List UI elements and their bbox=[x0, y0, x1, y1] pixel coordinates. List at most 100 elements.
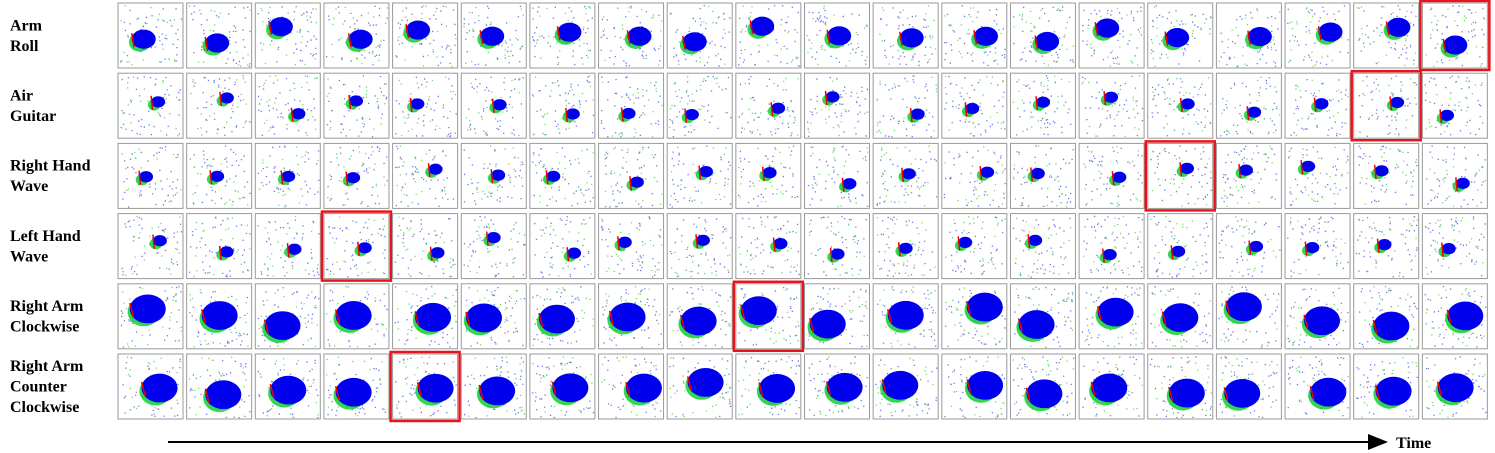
motion-blob bbox=[335, 301, 372, 330]
event-frame bbox=[666, 72, 733, 139]
motion-edge bbox=[1094, 21, 1099, 37]
event-frame bbox=[117, 2, 184, 69]
noise-dots bbox=[468, 356, 525, 417]
motion-edge bbox=[490, 169, 494, 184]
motion-edge bbox=[758, 382, 764, 397]
motion-blob bbox=[1455, 177, 1470, 189]
event-frame bbox=[735, 2, 802, 69]
motion-blob bbox=[430, 247, 445, 259]
frame-bg bbox=[804, 2, 870, 69]
noise-dots bbox=[464, 356, 525, 419]
motion-edge bbox=[887, 309, 893, 324]
motion-edge bbox=[416, 382, 422, 397]
event-frame bbox=[117, 283, 184, 350]
motion-blob bbox=[219, 246, 234, 258]
motion-edge bbox=[1168, 386, 1174, 402]
event-frame bbox=[1284, 142, 1351, 209]
motion-edge bbox=[1090, 381, 1096, 397]
event-frame bbox=[1147, 213, 1214, 280]
event-frame bbox=[1284, 72, 1351, 139]
frame-bg bbox=[254, 72, 321, 139]
motion-blob bbox=[825, 91, 840, 103]
motion-blob bbox=[417, 373, 454, 403]
motion-edge bbox=[1111, 171, 1115, 186]
motion-edge bbox=[617, 236, 620, 251]
event-frame bbox=[186, 213, 253, 280]
motion-blob bbox=[901, 168, 916, 180]
motion-edge bbox=[1440, 242, 1444, 257]
motion-blob bbox=[966, 292, 1003, 322]
motion-edge bbox=[824, 90, 828, 105]
frame-bg bbox=[117, 72, 184, 139]
frame-bg bbox=[1078, 72, 1145, 139]
noise-dots bbox=[738, 145, 799, 207]
motion-edge bbox=[1170, 245, 1174, 260]
time-label: Time bbox=[1396, 435, 1431, 452]
frame-bg bbox=[804, 72, 870, 139]
motion-blob bbox=[557, 22, 582, 42]
event-frame bbox=[254, 353, 321, 420]
event-frame bbox=[941, 213, 1008, 280]
motion-blob bbox=[1305, 241, 1320, 254]
motion-blob bbox=[759, 374, 796, 403]
event-frame bbox=[186, 353, 253, 420]
event-frame bbox=[1215, 353, 1282, 420]
motion-blob bbox=[205, 33, 230, 53]
frame-bg bbox=[254, 2, 321, 69]
noise-dots bbox=[532, 356, 593, 414]
noise-dots bbox=[1358, 75, 1418, 137]
frame-bg bbox=[666, 72, 733, 139]
event-frame bbox=[598, 283, 665, 350]
event-frame bbox=[186, 2, 253, 69]
highlight-box bbox=[320, 210, 393, 282]
motion-edge bbox=[966, 379, 972, 394]
motion-blob bbox=[466, 303, 503, 333]
frame-bg bbox=[529, 72, 596, 139]
motion-blob bbox=[1224, 378, 1261, 408]
motion-blob bbox=[131, 29, 156, 49]
motion-edge bbox=[625, 381, 631, 397]
event-frame bbox=[666, 142, 733, 209]
motion-edge bbox=[405, 23, 410, 39]
event-frame bbox=[872, 213, 939, 280]
motion-blob bbox=[958, 236, 973, 249]
motion-blob bbox=[750, 16, 775, 36]
motion-blob bbox=[1247, 27, 1272, 47]
event-frame bbox=[392, 142, 459, 209]
motion-blob bbox=[1301, 160, 1316, 172]
motion-blob bbox=[1390, 96, 1405, 109]
event-frame bbox=[872, 283, 939, 350]
noise-dots bbox=[1358, 5, 1417, 65]
motion-blob bbox=[680, 306, 717, 336]
motion-edge bbox=[138, 170, 142, 185]
motion-blob bbox=[335, 377, 372, 407]
frame-bg bbox=[941, 142, 1008, 209]
motion-blob bbox=[357, 242, 372, 254]
event-frame bbox=[1215, 2, 1282, 69]
motion-edge bbox=[219, 91, 223, 107]
event-frame bbox=[392, 2, 459, 69]
motion-blob bbox=[762, 167, 777, 179]
event-frame bbox=[598, 353, 665, 420]
motion-edge bbox=[772, 237, 776, 252]
row-label: Roll bbox=[10, 38, 39, 55]
noise-dots bbox=[120, 286, 182, 348]
noise-dots bbox=[944, 7, 1002, 65]
motion-blob bbox=[492, 99, 507, 111]
motion-blob bbox=[291, 108, 306, 120]
motion-edge bbox=[204, 388, 210, 403]
event-frame bbox=[460, 142, 527, 209]
event-frame bbox=[1421, 283, 1488, 350]
event-frame bbox=[872, 353, 939, 420]
motion-edge bbox=[280, 170, 284, 185]
motion-blob bbox=[980, 166, 995, 178]
event-frame bbox=[598, 72, 665, 139]
motion-edge bbox=[1442, 38, 1447, 54]
frame-bg bbox=[392, 72, 459, 139]
event-frame bbox=[529, 72, 596, 139]
motion-blob bbox=[1374, 165, 1389, 177]
motion-blob bbox=[965, 102, 980, 115]
motion-blob bbox=[625, 373, 662, 403]
event-frame bbox=[1353, 283, 1420, 350]
frame-bg bbox=[735, 72, 802, 139]
